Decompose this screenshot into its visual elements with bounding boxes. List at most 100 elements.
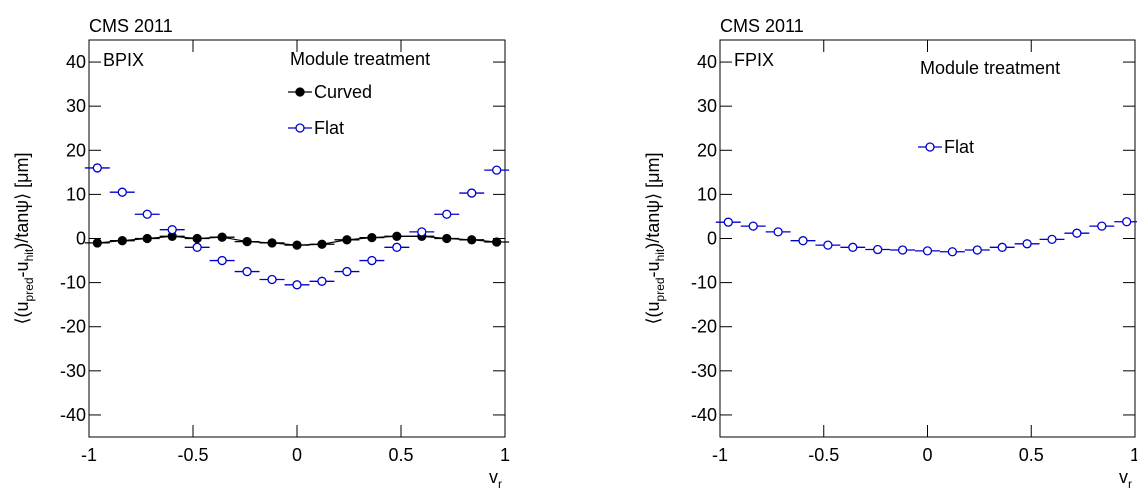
y-tick-label: -10 [691, 273, 717, 293]
x-tick-label: 1 [500, 445, 510, 465]
data-point [217, 255, 227, 266]
data-point [167, 225, 177, 235]
data-point [92, 238, 102, 248]
x-tick-label: 0 [922, 445, 932, 465]
data-point [873, 244, 883, 255]
x-tick-label: -0.5 [808, 445, 839, 465]
y-tick-label: -20 [691, 317, 717, 337]
data-point [748, 221, 758, 231]
x-tick-label: 1 [1130, 445, 1137, 465]
data-point [492, 237, 502, 247]
legend-label: Flat [314, 118, 344, 138]
data-point [317, 239, 327, 249]
data-point [267, 274, 277, 285]
y-tick-label: 20 [697, 140, 717, 160]
data-point [417, 227, 427, 237]
y-tick-label: -30 [60, 361, 86, 381]
y-axis-label: ⟨(upred-uhit)/tanψ⟩ [μm] [643, 152, 667, 324]
y-tick-label: 40 [66, 52, 86, 72]
y-axis-label-part: )/tanψ⟩ [μm] [12, 152, 32, 248]
data-point [342, 266, 352, 277]
y-tick-label: 20 [66, 140, 86, 160]
y-tick-label: -10 [60, 273, 86, 293]
x-axis-label-part: v [489, 467, 498, 487]
data-point [773, 227, 783, 237]
data-point [142, 209, 152, 219]
x-axis-label-part: r [498, 477, 502, 491]
data-point [1072, 228, 1082, 238]
data-point [798, 236, 808, 246]
y-tick-label: -20 [60, 317, 86, 337]
data-point [292, 240, 302, 250]
data-point [467, 235, 477, 245]
data-point [1097, 221, 1107, 231]
y-axis-label-part: -u [643, 261, 663, 277]
y-tick-label: 30 [697, 96, 717, 116]
data-point [117, 236, 127, 246]
data-point [92, 163, 102, 173]
data-point [442, 209, 452, 219]
data-point [192, 242, 202, 252]
legend-marker [295, 123, 305, 133]
y-axis-label-part: )/tanψ⟩ [μm] [643, 152, 663, 248]
legend-title: Module treatment [920, 58, 1060, 78]
legend-marker [295, 87, 305, 97]
y-axis-label-part: hit [653, 248, 667, 261]
data-point [367, 255, 377, 266]
legend-title: Module treatment [290, 49, 430, 69]
data-point [367, 232, 377, 243]
data-point [342, 235, 352, 245]
y-axis-label-part: ⟨(u [12, 301, 32, 324]
x-tick-label: -1 [81, 445, 97, 465]
data-point [1022, 239, 1032, 249]
data-point [317, 276, 327, 286]
data-point [897, 245, 908, 255]
y-tick-label: 40 [697, 52, 717, 72]
data-point [392, 242, 402, 252]
x-tick-label: -1 [712, 445, 728, 465]
y-tick-label: -40 [60, 405, 86, 425]
data-point [217, 232, 227, 242]
data-point [442, 233, 452, 244]
y-tick-label: 10 [697, 184, 717, 204]
y-axis-label-part: ⟨(u [643, 301, 663, 324]
x-axis-label-part: v [1119, 467, 1128, 487]
data-point [997, 242, 1007, 252]
x-tick-label: 0.5 [388, 445, 413, 465]
legend-label: Flat [944, 137, 974, 157]
data-point [947, 247, 958, 257]
data-point [972, 245, 982, 255]
data-point [848, 242, 858, 252]
y-tick-label: 0 [76, 229, 86, 249]
plot-frame [719, 39, 1136, 438]
data-point [192, 233, 202, 244]
y-tick-label: -30 [691, 361, 717, 381]
y-tick-label: -40 [691, 405, 717, 425]
data-point [1122, 217, 1132, 227]
data-point [267, 238, 277, 248]
y-axis-label-part: -u [12, 261, 32, 277]
header: CMS 2011 [89, 16, 173, 36]
data-point [922, 246, 933, 256]
data-point [117, 187, 127, 197]
x-axis-label: vr [1119, 467, 1132, 491]
x-tick-label: 0.5 [1019, 445, 1044, 465]
header: CMS 2011 [720, 16, 804, 36]
y-tick-label: 10 [66, 184, 86, 204]
y-axis-label-part: hit [22, 248, 36, 261]
data-point [467, 188, 477, 198]
y-tick-label: 0 [707, 229, 717, 249]
data-point [723, 217, 733, 227]
data-point [292, 280, 302, 290]
data-point [392, 231, 402, 241]
data-point [1047, 234, 1057, 245]
y-tick-label: 30 [66, 96, 86, 116]
panel-label: FPIX [734, 50, 774, 70]
x-axis-label: vr [489, 467, 502, 491]
data-point [242, 236, 252, 247]
y-axis-label-part: pred [653, 277, 667, 301]
x-tick-label: -0.5 [177, 445, 208, 465]
x-tick-label: 0 [292, 445, 302, 465]
x-axis-label-part: r [1128, 477, 1132, 491]
